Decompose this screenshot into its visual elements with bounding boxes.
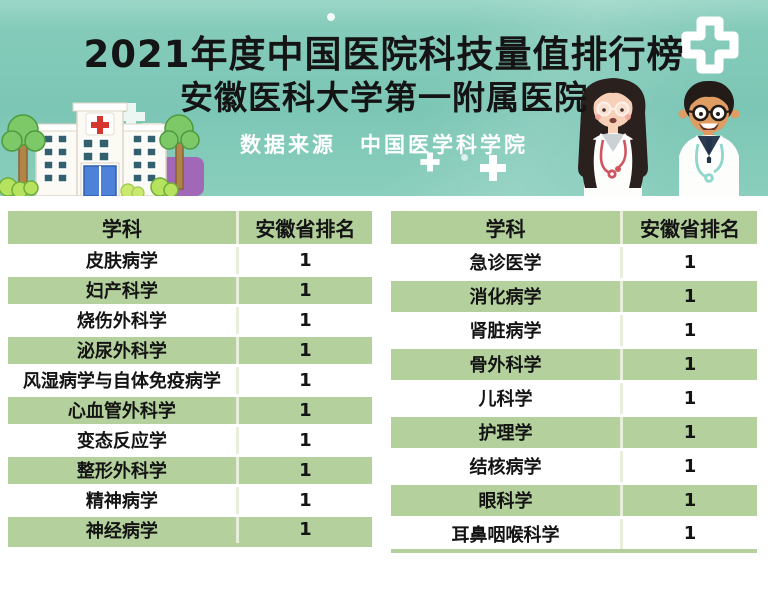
- rank-cell: 1: [621, 347, 757, 383]
- rank-cell: 1: [237, 335, 372, 367]
- table-row: 精神病学 1: [8, 485, 372, 517]
- rank-cell: 1: [621, 517, 757, 553]
- table-header-row: 学科 安徽省排名: [391, 211, 757, 247]
- doctors-illustration: [578, 78, 740, 196]
- sparkle-dot: [327, 13, 335, 21]
- page-title: 2021年度中国医院科技量值排行榜: [83, 33, 685, 76]
- subject-column-header: 学科: [391, 211, 624, 247]
- subject-cell: 妇产科学: [8, 275, 239, 307]
- rank-cell: 1: [621, 245, 757, 281]
- table-row: 眼科学 1: [391, 483, 757, 519]
- subject-cell: 耳鼻咽喉科学: [391, 517, 624, 553]
- table-row: 消化病学 1: [391, 279, 757, 315]
- subject-cell: 整形外科学: [8, 455, 239, 487]
- subject-cell: 骨外科学: [391, 347, 624, 383]
- ranking-table-right: 学科 安徽省排名 急诊医学 1 消化病学 1 肾脏病学 1 骨外科学 1 儿科学 1 护理学 1 结核病学 1…: [391, 211, 757, 553]
- rank-cell: 1: [621, 381, 757, 417]
- rank-cell: 1: [621, 313, 757, 349]
- table-row: 变态反应学 1: [8, 425, 372, 457]
- sparkle-dot: [650, 42, 656, 48]
- subject-cell: 肾脏病学: [391, 313, 624, 349]
- rank-cell: 1: [237, 425, 372, 457]
- medical-cross-outline-icon: [681, 16, 739, 74]
- table-row: 急诊医学 1: [391, 245, 757, 281]
- subject-cell: 结核病学: [391, 449, 624, 485]
- table-row: 儿科学 1: [391, 381, 757, 417]
- subject-cell: 变态反应学: [8, 425, 239, 457]
- rank-cell: 1: [237, 245, 372, 277]
- subject-column-header: 学科: [8, 211, 239, 247]
- rank-column-header: 安徽省排名: [237, 211, 372, 247]
- rank-cell: 1: [621, 279, 757, 315]
- hospital-name: 安徽医科大学第一附属医院: [180, 77, 588, 117]
- subject-cell: 烧伤外科学: [8, 305, 239, 337]
- table-row: 心血管外科学 1: [8, 395, 372, 427]
- subject-cell: 儿科学: [391, 381, 624, 417]
- table-row: 骨外科学 1: [391, 347, 757, 383]
- table-header-row: 学科 安徽省排名: [8, 211, 372, 247]
- rank-cell: 1: [237, 455, 372, 487]
- rank-column-header: 安徽省排名: [621, 211, 757, 247]
- table-row: 整形外科学 1: [8, 455, 372, 487]
- hospital-illustration: [0, 102, 204, 196]
- rank-cell: 1: [237, 515, 372, 547]
- table-row: 结核病学 1: [391, 449, 757, 485]
- subject-cell: 精神病学: [8, 485, 239, 517]
- rank-cell: 1: [237, 365, 372, 397]
- sparkle-dot: [461, 154, 468, 161]
- subject-cell: 急诊医学: [391, 245, 624, 281]
- rank-cell: 1: [621, 483, 757, 519]
- rank-cell: 1: [237, 275, 372, 307]
- rank-cell: 1: [237, 395, 372, 427]
- subject-cell: 皮肤病学: [8, 245, 239, 277]
- table-row: 烧伤外科学 1: [8, 305, 372, 337]
- rank-cell: 1: [237, 485, 372, 517]
- table-row: 风湿病学与自体免疫病学 1: [8, 365, 372, 397]
- subject-cell: 风湿病学与自体免疫病学: [8, 365, 239, 397]
- rank-cell: 1: [237, 305, 372, 337]
- table-row: 皮肤病学 1: [8, 245, 372, 277]
- ranking-table-left: 学科 安徽省排名 皮肤病学 1 妇产科学 1 烧伤外科学 1 泌尿外科学 1 风湿病学与自体免疫病学…: [8, 211, 372, 547]
- subject-cell: 神经病学: [8, 515, 239, 547]
- table-row: 神经病学 1: [8, 515, 372, 547]
- table-row: 护理学 1: [391, 415, 757, 451]
- data-source-label: 数据来源 中国医学科学院: [240, 132, 528, 158]
- subject-cell: 护理学: [391, 415, 624, 451]
- medical-cross-icon: [420, 152, 440, 172]
- table-row: 泌尿外科学 1: [8, 335, 372, 367]
- medical-cross-icon: [480, 155, 506, 181]
- table-row: 妇产科学 1: [8, 275, 372, 307]
- rank-cell: 1: [621, 449, 757, 485]
- table-row: 肾脏病学 1: [391, 313, 757, 349]
- title-block: 2021年度中国医院科技量值排行榜 安徽医科大学第一附属医院 数据来源 中国医学…: [0, 0, 768, 159]
- subject-cell: 泌尿外科学: [8, 335, 239, 367]
- subject-cell: 眼科学: [391, 483, 624, 519]
- table-row: 耳鼻咽喉科学 1: [391, 517, 757, 553]
- subject-cell: 消化病学: [391, 279, 624, 315]
- header-banner: 2021年度中国医院科技量值排行榜 安徽医科大学第一附属医院 数据来源 中国医学…: [0, 0, 768, 196]
- subject-cell: 心血管外科学: [8, 395, 239, 427]
- ranking-tables-section: 学科 安徽省排名 皮肤病学 1 妇产科学 1 烧伤外科学 1 泌尿外科学 1 风湿病学与自体免疫病学…: [0, 196, 768, 591]
- doctor-male: [678, 81, 740, 196]
- rank-cell: 1: [621, 415, 757, 451]
- doctor-female: [578, 78, 648, 196]
